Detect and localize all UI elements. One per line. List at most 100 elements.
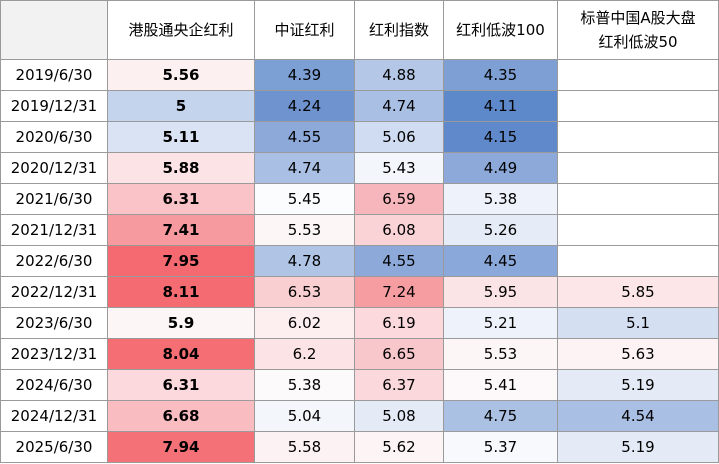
column-header-sp-china-a-dividend-low-vol-50: 标普中国A股大盘 红利低波50 [557,0,719,60]
value-cell: 6.08 [354,214,444,246]
table-row: 2020/12/31 5.88 4.74 5.43 4.49 [0,152,719,184]
value-cell: 5.19 [557,369,719,401]
value-cell: 4.54 [557,400,719,432]
value-cell: 5.9 [107,307,255,339]
table-body: 2019/6/30 5.56 4.39 4.88 4.35 2019/12/31 5 4.24… [0,59,719,463]
value-cell: 5.62 [354,431,444,463]
value-cell: 4.49 [443,152,558,184]
date-cell: 2021/12/31 [0,214,108,246]
table-row: 2019/6/30 5.56 4.39 4.88 4.35 [0,59,719,91]
value-cell: 5.26 [443,214,558,246]
value-cell: 4.15 [443,121,558,153]
date-cell: 2022/6/30 [0,245,108,277]
value-cell: 5.19 [557,431,719,463]
value-cell: 4.45 [443,245,558,277]
date-cell: 2022/12/31 [0,276,108,308]
value-cell: 4.55 [354,245,444,277]
value-cell: 6.2 [254,338,355,370]
value-cell: 6.59 [354,183,444,215]
value-cell: 4.74 [254,152,355,184]
column-header-text: 标普中国A股大盘 红利低波50 [580,9,696,51]
header-row: 港股通央企红利 中证红利 红利指数 红利低波100 标普中国A股大盘 红利低波5… [0,0,719,60]
value-cell: 6.65 [354,338,444,370]
table-row: 2024/12/31 6.68 5.04 5.08 4.75 4.54 [0,400,719,432]
corner-header-cell [0,0,108,60]
value-cell: 4.75 [443,400,558,432]
value-cell: 5.1 [557,307,719,339]
value-cell: 5.95 [443,276,558,308]
value-cell: 5.88 [107,152,255,184]
table-row: 2020/6/30 5.11 4.55 5.06 4.15 [0,121,719,153]
value-cell: 4.11 [443,90,558,122]
value-cell: 4.88 [354,59,444,91]
value-cell: 5.85 [557,276,719,308]
table-row: 2021/12/31 7.41 5.53 6.08 5.26 [0,214,719,246]
value-cell: 6.53 [254,276,355,308]
value-cell: 6.31 [107,369,255,401]
value-cell: 7.94 [107,431,255,463]
date-cell: 2019/12/31 [0,90,108,122]
value-cell: 5.08 [354,400,444,432]
value-cell: 4.24 [254,90,355,122]
date-cell: 2020/6/30 [0,121,108,153]
value-cell: 5.11 [107,121,255,153]
value-cell: 4.35 [443,59,558,91]
value-cell: 5.43 [354,152,444,184]
table-row: 2022/12/31 8.11 6.53 7.24 5.95 5.85 [0,276,719,308]
date-cell: 2024/12/31 [0,400,108,432]
column-header-hk-soe-dividend: 港股通央企红利 [107,0,255,60]
value-cell [557,152,719,184]
value-cell: 5.37 [443,431,558,463]
value-cell: 5.06 [354,121,444,153]
table-row: 2023/12/31 8.04 6.2 6.65 5.53 5.63 [0,338,719,370]
value-cell: 8.11 [107,276,255,308]
value-cell [557,214,719,246]
value-cell: 7.41 [107,214,255,246]
value-cell: 7.24 [354,276,444,308]
column-header-dividend-low-vol-100: 红利低波100 [443,0,558,60]
value-cell: 5.41 [443,369,558,401]
table-row: 2019/12/31 5 4.24 4.74 4.11 [0,90,719,122]
table-row: 2023/6/30 5.9 6.02 6.19 5.21 5.1 [0,307,719,339]
value-cell: 6.31 [107,183,255,215]
value-cell: 4.78 [254,245,355,277]
date-cell: 2021/6/30 [0,183,108,215]
table-row: 2025/6/30 7.94 5.58 5.62 5.37 5.19 [0,431,719,463]
value-cell: 5.45 [254,183,355,215]
table-row: 2024/6/30 6.31 5.38 6.37 5.41 5.19 [0,369,719,401]
value-cell [557,183,719,215]
date-cell: 2020/12/31 [0,152,108,184]
value-cell: 7.95 [107,245,255,277]
value-cell: 6.68 [107,400,255,432]
date-cell: 2023/12/31 [0,338,108,370]
value-cell [557,59,719,91]
column-header-csi-dividend: 中证红利 [254,0,355,60]
table-row: 2022/6/30 7.95 4.78 4.55 4.45 [0,245,719,277]
value-cell [557,245,719,277]
value-cell [557,90,719,122]
value-cell: 4.55 [254,121,355,153]
value-cell: 5.38 [254,369,355,401]
value-cell: 5.04 [254,400,355,432]
date-cell: 2024/6/30 [0,369,108,401]
value-cell: 5.56 [107,59,255,91]
value-cell: 5.38 [443,183,558,215]
value-cell [557,121,719,153]
column-header-dividend-index: 红利指数 [354,0,444,60]
date-cell: 2019/6/30 [0,59,108,91]
value-cell: 5 [107,90,255,122]
date-cell: 2025/6/30 [0,431,108,463]
value-cell: 4.74 [354,90,444,122]
value-cell: 5.53 [443,338,558,370]
value-cell: 4.39 [254,59,355,91]
date-cell: 2023/6/30 [0,307,108,339]
value-cell: 6.02 [254,307,355,339]
value-cell: 5.53 [254,214,355,246]
value-cell: 6.37 [354,369,444,401]
value-cell: 5.63 [557,338,719,370]
value-cell: 8.04 [107,338,255,370]
table-row: 2021/6/30 6.31 5.45 6.59 5.38 [0,183,719,215]
value-cell: 5.21 [443,307,558,339]
value-cell: 5.58 [254,431,355,463]
